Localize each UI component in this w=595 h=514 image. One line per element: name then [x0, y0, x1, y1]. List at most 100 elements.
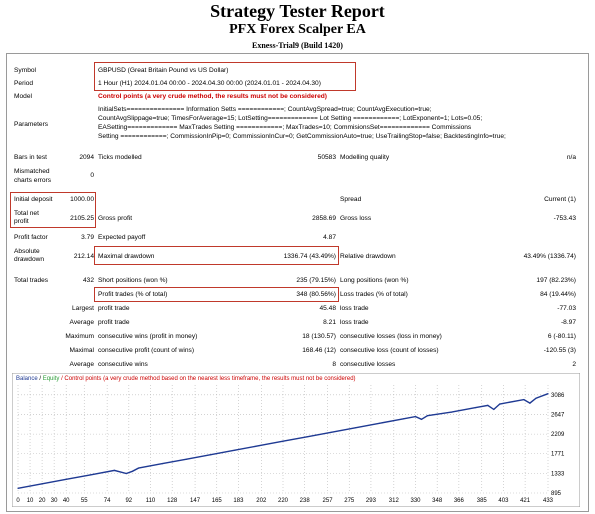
mismatch-value: 0 — [90, 172, 94, 179]
parameters-line: InitialSets=============== Information S… — [98, 106, 432, 113]
x-tick-label: 257 — [323, 498, 334, 504]
legend-control-points: / Control points (a very crude method ba… — [61, 376, 356, 382]
x-tick-label: 128 — [167, 498, 178, 504]
mismatch-label: charts errors — [14, 177, 52, 184]
max-drawdown-highlight — [94, 246, 339, 265]
balance-point — [258, 445, 260, 447]
quality-label: Modelling quality — [340, 154, 390, 161]
y-tick-label: 2209 — [551, 432, 565, 438]
balance-point — [65, 478, 67, 480]
balance-point — [89, 474, 91, 476]
max-consecutive-losses-label: consecutive losses (loss in money) — [340, 333, 442, 340]
x-tick-label: 366 — [454, 498, 465, 504]
avg-label: Average — [69, 361, 94, 368]
x-tick-label: 74 — [104, 498, 111, 504]
largest-profit-label: profit trade — [98, 305, 130, 312]
ticks-value: 50583 — [317, 154, 336, 161]
maximal-consecutive-profit-label: consecutive profit (count of wins) — [98, 347, 195, 354]
balance-point — [186, 458, 188, 460]
maximal-consecutive-loss-label: consecutive loss (count of losses) — [340, 347, 439, 354]
deposit-value: 1000.00 — [70, 196, 94, 203]
gross-loss-label: Gross loss — [340, 215, 372, 222]
total-trades-label: Total trades — [14, 277, 49, 284]
expected-payoff-value: 4.87 — [323, 234, 336, 241]
x-tick-label: 147 — [190, 498, 201, 504]
x-tick-label: 110 — [146, 498, 156, 504]
balance-point — [475, 407, 477, 409]
avg-consecutive-losses-label: consecutive losses — [340, 361, 396, 368]
balance-point — [499, 403, 501, 405]
balance-point — [420, 418, 423, 420]
y-tick-label: 2647 — [551, 412, 565, 418]
balance-point — [378, 422, 380, 424]
parameters-line: CountAvgSlippage=true; TimesForAverage=1… — [98, 115, 483, 122]
balance-point — [161, 463, 164, 465]
report-table — [6, 53, 589, 512]
mismatch-label: Mismatched — [14, 168, 50, 175]
max-consecutive-wins-label: consecutive wins (profit in money) — [98, 333, 198, 340]
chart-series — [17, 393, 549, 489]
x-tick-label: 30 — [51, 498, 58, 504]
balance-point — [523, 399, 525, 401]
short-positions-value: 235 (79.15%) — [296, 277, 336, 284]
abs-drawdown-label: drawdown — [14, 256, 45, 263]
parameters-label: Parameters — [14, 121, 49, 128]
balance-point — [282, 440, 284, 442]
gross-profit-value: 2858.69 — [312, 215, 336, 222]
average-loss-label: loss trade — [340, 319, 369, 326]
balance-point — [113, 469, 115, 471]
balance-point — [41, 483, 43, 485]
balance-point — [547, 393, 549, 395]
rel-drawdown-label: Relative drawdown — [340, 253, 396, 260]
chart-legend: Balance / Equity / Control points (a ver… — [16, 376, 356, 382]
loss-trades-value: 84 (19.44%) — [540, 291, 576, 298]
abs-drawdown-value: 212.14 — [73, 253, 94, 260]
maximal-label: Maximal — [69, 347, 94, 354]
net-profit-label: profit — [14, 218, 29, 225]
average-profit-label: profit trade — [98, 319, 130, 326]
balance-point — [210, 454, 212, 456]
balance-point — [306, 436, 308, 438]
avg-consecutive-wins-label: consecutive wins — [98, 361, 148, 368]
x-tick-label: 312 — [389, 498, 400, 504]
largest-loss-label: loss trade — [340, 305, 369, 312]
y-tick-label: 895 — [551, 491, 562, 497]
balance-chart: 0 10 20 30 40 55 74 92 110 128 147 165 183 202 220 238 2… — [12, 373, 580, 507]
balance-point — [493, 408, 495, 410]
symbol-period-highlight — [94, 62, 356, 91]
x-tick-label: 275 — [344, 498, 355, 504]
x-tick-label: 55 — [81, 498, 88, 504]
maximum-label: Maximum — [65, 333, 94, 340]
balance-point — [451, 411, 453, 413]
x-tick-label: 183 — [233, 498, 244, 504]
bars-label: Bars in test — [14, 154, 47, 161]
server-build: Exness-Trial9 (Build 1420) — [252, 41, 343, 50]
x-tick-label: 330 — [410, 498, 421, 504]
balance-point — [354, 427, 356, 429]
avg-consecutive-wins-value: 8 — [332, 361, 336, 368]
balance-point — [529, 402, 531, 404]
short-positions-label: Short positions (won %) — [98, 277, 168, 284]
y-tick-label: 1771 — [551, 452, 565, 458]
profit-trades-value: 348 (80.56%) — [296, 291, 336, 298]
chart-frame — [12, 373, 580, 507]
balance-point — [131, 470, 133, 472]
x-tick-label: 421 — [520, 498, 531, 504]
balance-point — [402, 418, 405, 420]
largest-label: Largest — [72, 305, 94, 312]
spread-value: Current (1) — [544, 196, 576, 203]
long-positions-label: Long positions (won %) — [340, 277, 409, 284]
report-title: Strategy Tester Report — [210, 1, 385, 21]
x-axis-labels: 0 10 20 30 40 55 74 92 110 128 147 165 183 202 220 238 2… — [16, 498, 553, 504]
deposit-net-profit-highlight — [10, 192, 96, 228]
max-drawdown-value: 1336.74 (43.49%) — [283, 253, 336, 260]
symbol-label: Symbol — [14, 67, 36, 74]
quality-value: n/a — [566, 154, 576, 161]
deposit-label: Initial deposit — [14, 196, 53, 203]
x-tick-label: 348 — [432, 498, 443, 504]
x-tick-label: 0 — [16, 498, 20, 504]
symbol-value: GBPUSD (Great Britain Pound vs US Dollar… — [98, 67, 229, 74]
expected-payoff-label: Expected payoff — [98, 234, 146, 241]
period-value: 1 Hour (H1) 2024.01.04 00:00 - 2024.04.3… — [98, 80, 321, 87]
total-trades-value: 432 — [82, 277, 94, 284]
